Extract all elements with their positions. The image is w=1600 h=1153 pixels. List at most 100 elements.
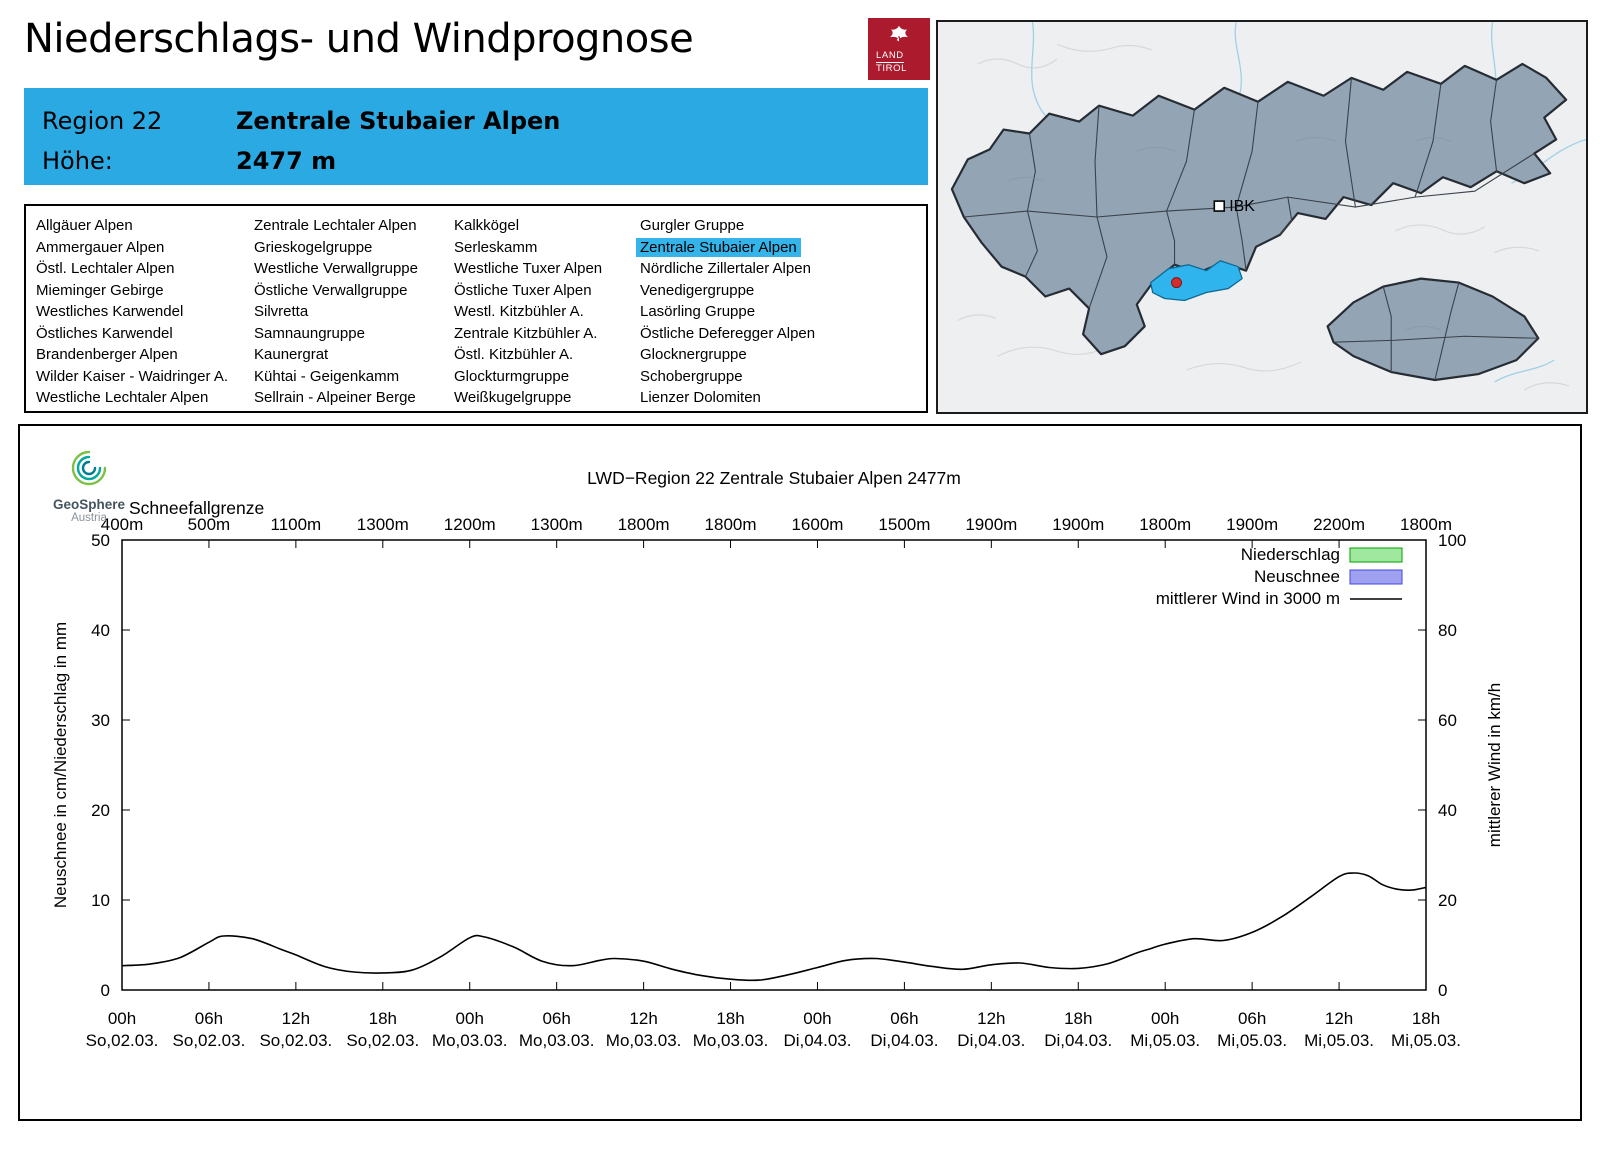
region-list-item[interactable]: Allgäuer Alpen bbox=[36, 215, 254, 237]
region-list-item-label: Westliches Karwendel bbox=[36, 303, 184, 320]
region-list-item-label: Nördliche Zillertaler Alpen bbox=[640, 260, 811, 277]
region-list-item-label: Allgäuer Alpen bbox=[36, 217, 133, 234]
region-list-item-label: Samnaungruppe bbox=[254, 324, 365, 342]
x-tick-date-label: Mo,03.03. bbox=[693, 1031, 769, 1050]
x-tick-time-label: 12h bbox=[282, 1009, 310, 1028]
region-list-item[interactable]: Östliche Tuxer Alpen bbox=[454, 280, 640, 302]
x-tick-date-label: Mi,05.03. bbox=[1217, 1031, 1287, 1050]
region-list-item[interactable]: Westliche Lechtaler Alpen bbox=[36, 387, 254, 409]
snowline-value: 1800m bbox=[1139, 515, 1191, 534]
snowline-value: 1900m bbox=[1052, 515, 1104, 534]
region-list-item-label: Östliche Deferegger Alpen bbox=[640, 324, 816, 342]
y-tick-left-label: 30 bbox=[91, 711, 110, 730]
region-list-item-label: Kalkkögel bbox=[454, 217, 520, 234]
region-list-item[interactable]: Östl. Kitzbühler A. bbox=[454, 344, 640, 366]
region-list-item[interactable]: Venedigergruppe bbox=[640, 280, 926, 302]
region-list-item[interactable]: Kühtai - Geigenkamm bbox=[254, 366, 454, 388]
x-tick-time-label: 18h bbox=[716, 1009, 744, 1028]
region-list-item[interactable]: Westliche Tuxer Alpen bbox=[454, 258, 640, 280]
region-list-item-label: Venedigergruppe bbox=[640, 281, 755, 299]
snowline-value: 1100m bbox=[271, 515, 322, 534]
region-list-item[interactable]: Lasörling Gruppe bbox=[640, 301, 926, 323]
map-highlight-region bbox=[1150, 260, 1243, 302]
region-list-item-label: Brandenberger Alpen bbox=[36, 346, 178, 363]
region-list-item[interactable]: Weißkugelgruppe bbox=[454, 387, 640, 409]
region-list-item[interactable]: Schobergruppe bbox=[640, 366, 926, 388]
region-list-item[interactable]: Mieminger Gebirge bbox=[36, 280, 254, 302]
region-list-item[interactable]: Brandenberger Alpen bbox=[36, 344, 254, 366]
snowline-value: 1800m bbox=[705, 515, 757, 534]
region-list-item[interactable]: Silvretta bbox=[254, 301, 454, 323]
altitude-label: Höhe: bbox=[42, 147, 113, 175]
y-tick-right-label: 100 bbox=[1438, 531, 1466, 550]
x-tick-date-label: Mi,05.03. bbox=[1130, 1031, 1200, 1050]
region-list-item[interactable]: Östliches Karwendel bbox=[36, 323, 254, 345]
region-list-item[interactable]: Glocknergruppe bbox=[640, 344, 926, 366]
region-list-item-label: Kaunergrat bbox=[254, 346, 329, 363]
map-north-tirol-shape bbox=[950, 62, 1568, 356]
region-list-item-label: Östliches Karwendel bbox=[36, 324, 173, 342]
region-list-item[interactable]: Samnaungruppe bbox=[254, 323, 454, 345]
region-column-2: Zentrale Lechtaler Alpen Grieskogelgruppe… bbox=[254, 215, 454, 411]
region-list-item[interactable]: Östl. Lechtaler Alpen bbox=[36, 258, 254, 280]
x-tick-time-label: 06h bbox=[195, 1009, 223, 1028]
region-list-item-label: Kühtai - Geigenkamm bbox=[254, 367, 400, 385]
y-axis-left-title: Neuschnee in cm/Niederschlag in mm bbox=[51, 622, 70, 908]
region-list-item[interactable]: Grieskogelgruppe bbox=[254, 237, 454, 259]
region-list-item[interactable]: Westl. Kitzbühler A. bbox=[454, 301, 640, 323]
region-list-item[interactable]: Nördliche Zillertaler Alpen bbox=[640, 258, 926, 280]
region-list-item[interactable]: Ammergauer Alpen bbox=[36, 237, 254, 259]
map-station-dot bbox=[1171, 277, 1182, 289]
region-list-item-label: Weißkugelgruppe bbox=[454, 389, 572, 406]
legend-swatch bbox=[1349, 569, 1403, 585]
region-list-item-label: Glocknergruppe bbox=[640, 346, 747, 363]
region-list-item[interactable]: Östliche Verwallgruppe bbox=[254, 280, 454, 302]
region-list-item[interactable]: Serleskamm bbox=[454, 237, 640, 259]
region-list-item-label: Schobergruppe bbox=[640, 367, 743, 385]
region-list-item[interactable]: Kaunergrat bbox=[254, 344, 454, 366]
region-list-item[interactable]: Glockturmgruppe bbox=[454, 366, 640, 388]
geosphere-name: GeoSphere bbox=[52, 497, 126, 512]
region-list-item-label: Östl. Kitzbühler A. bbox=[454, 346, 574, 363]
region-header: Region 22 Zentrale Stubaier Alpen Höhe: … bbox=[24, 88, 928, 185]
x-tick-time-label: 06h bbox=[890, 1009, 918, 1028]
wind-line bbox=[121, 872, 1427, 982]
y-tick-right-label: 60 bbox=[1438, 711, 1457, 730]
region-list-item[interactable]: Gurgler Gruppe bbox=[640, 215, 926, 237]
region-list-item-selected[interactable]: Zentrale Stubaier Alpen bbox=[636, 237, 926, 259]
snowline-value: 1600m bbox=[791, 515, 843, 534]
geosphere-logo: GeoSphere Austria bbox=[45, 446, 133, 524]
geosphere-swirl-icon bbox=[71, 450, 107, 486]
x-tick-time-label: 18h bbox=[1412, 1009, 1440, 1028]
region-list-item[interactable]: Westliche Verwallgruppe bbox=[254, 258, 454, 280]
region-column-3: Kalkkögel Serleskamm Westliche Tuxer Alpen… bbox=[454, 215, 640, 411]
region-list-item-label: Serleskamm bbox=[454, 238, 538, 256]
region-list-item[interactable]: Westliches Karwendel bbox=[36, 301, 254, 323]
y-tick-right-label: 80 bbox=[1438, 621, 1457, 640]
region-list-item[interactable]: Lienzer Dolomiten bbox=[640, 387, 926, 409]
region-header-row: Region 22 Zentrale Stubaier Alpen bbox=[24, 101, 928, 141]
forecast-chart-panel: LWD−Region 22 Zentrale Stubaier Alpen 24… bbox=[18, 424, 1582, 1121]
region-list-item-label: Lasörling Gruppe bbox=[640, 303, 756, 320]
map-region-borders bbox=[963, 77, 1539, 381]
snowline-value: 1900m bbox=[1226, 515, 1278, 534]
land-tirol-wordmark: LAND TIROL bbox=[876, 50, 907, 74]
x-tick-time-label: 18h bbox=[1064, 1009, 1092, 1028]
region-list-item[interactable]: Zentrale Lechtaler Alpen bbox=[254, 215, 454, 237]
legend-swatch bbox=[1349, 547, 1403, 563]
region-list-item-label: Gurgler Gruppe bbox=[640, 217, 745, 234]
region-list-item[interactable]: Kalkkögel bbox=[454, 215, 640, 237]
region-list-item-label: Östl. Lechtaler Alpen bbox=[36, 260, 175, 277]
region-list-item[interactable]: Wilder Kaiser - Waidringer A. bbox=[36, 366, 254, 388]
region-list-item[interactable]: Sellrain - Alpeiner Berge bbox=[254, 387, 454, 409]
legend-label: Niederschlag bbox=[1241, 545, 1340, 564]
region-list-item[interactable]: Zentrale Kitzbühler A. bbox=[454, 323, 640, 345]
x-tick-time-label: 00h bbox=[456, 1009, 484, 1028]
y-axis-right-title: mittlerer Wind in km/h bbox=[1485, 683, 1504, 847]
x-tick-date-label: Mi,05.03. bbox=[1391, 1031, 1461, 1050]
map-land-relief bbox=[1007, 136, 1452, 331]
region-list-item[interactable]: Östliche Deferegger Alpen bbox=[640, 323, 926, 345]
snowline-value: 1500m bbox=[878, 515, 930, 534]
snowline-value: 1200m bbox=[444, 515, 496, 534]
region-list-item-label: Östliche Tuxer Alpen bbox=[454, 281, 592, 299]
